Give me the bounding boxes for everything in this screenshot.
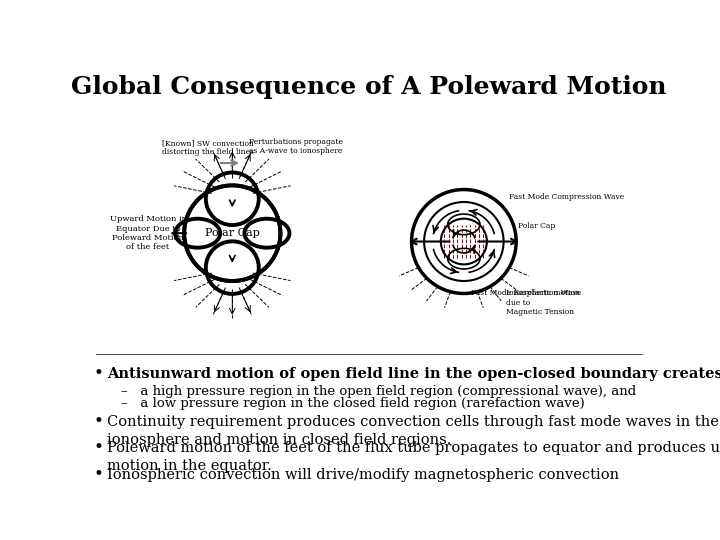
Text: Global Consequence of A Poleward Motion: Global Consequence of A Poleward Motion xyxy=(71,75,667,99)
Text: –   a high pressure region in the open field region (compressional wave), and: – a high pressure region in the open fie… xyxy=(121,385,636,398)
Text: •: • xyxy=(94,439,104,456)
Text: Perturbations propagate
as A-wave to ionosphere: Perturbations propagate as A-wave to ion… xyxy=(249,138,343,155)
Ellipse shape xyxy=(185,186,279,280)
Text: Continuity requirement produces convection cells through fast mode waves in the
: Continuity requirement produces convecti… xyxy=(107,415,719,447)
Text: •: • xyxy=(94,365,104,382)
Text: •: • xyxy=(94,466,104,483)
Text: Upward Motion in
Equator Due to
Poleward Motion
of the feet: Upward Motion in Equator Due to Poleward… xyxy=(109,215,186,251)
Text: Poleward motion of the feet of the flux tube propagates to equator and produces : Poleward motion of the feet of the flux … xyxy=(107,441,720,473)
Text: Polar Cap: Polar Cap xyxy=(518,222,555,230)
Text: –   a low pressure region in the closed field region (rarefaction wave): – a low pressure region in the closed fi… xyxy=(121,397,585,410)
Text: Polar Cap: Polar Cap xyxy=(205,228,260,238)
Text: •: • xyxy=(94,413,104,430)
Text: Antisunward motion of open field line in the open-closed boundary creates: Antisunward motion of open field line in… xyxy=(107,367,720,381)
Text: Fast Mode Rarefaction Wave: Fast Mode Rarefaction Wave xyxy=(471,289,581,298)
Text: Ionospheric convection will drive/modify magnetospheric convection: Ionospheric convection will drive/modify… xyxy=(107,468,619,482)
Text: [Known] SW convection
distorting the field lines: [Known] SW convection distorting the fie… xyxy=(162,139,254,157)
Text: Ionospheric motion
due to
Magnetic Tension: Ionospheric motion due to Magnetic Tensi… xyxy=(505,289,580,316)
Text: Fast Mode Compression Wave: Fast Mode Compression Wave xyxy=(509,193,624,201)
